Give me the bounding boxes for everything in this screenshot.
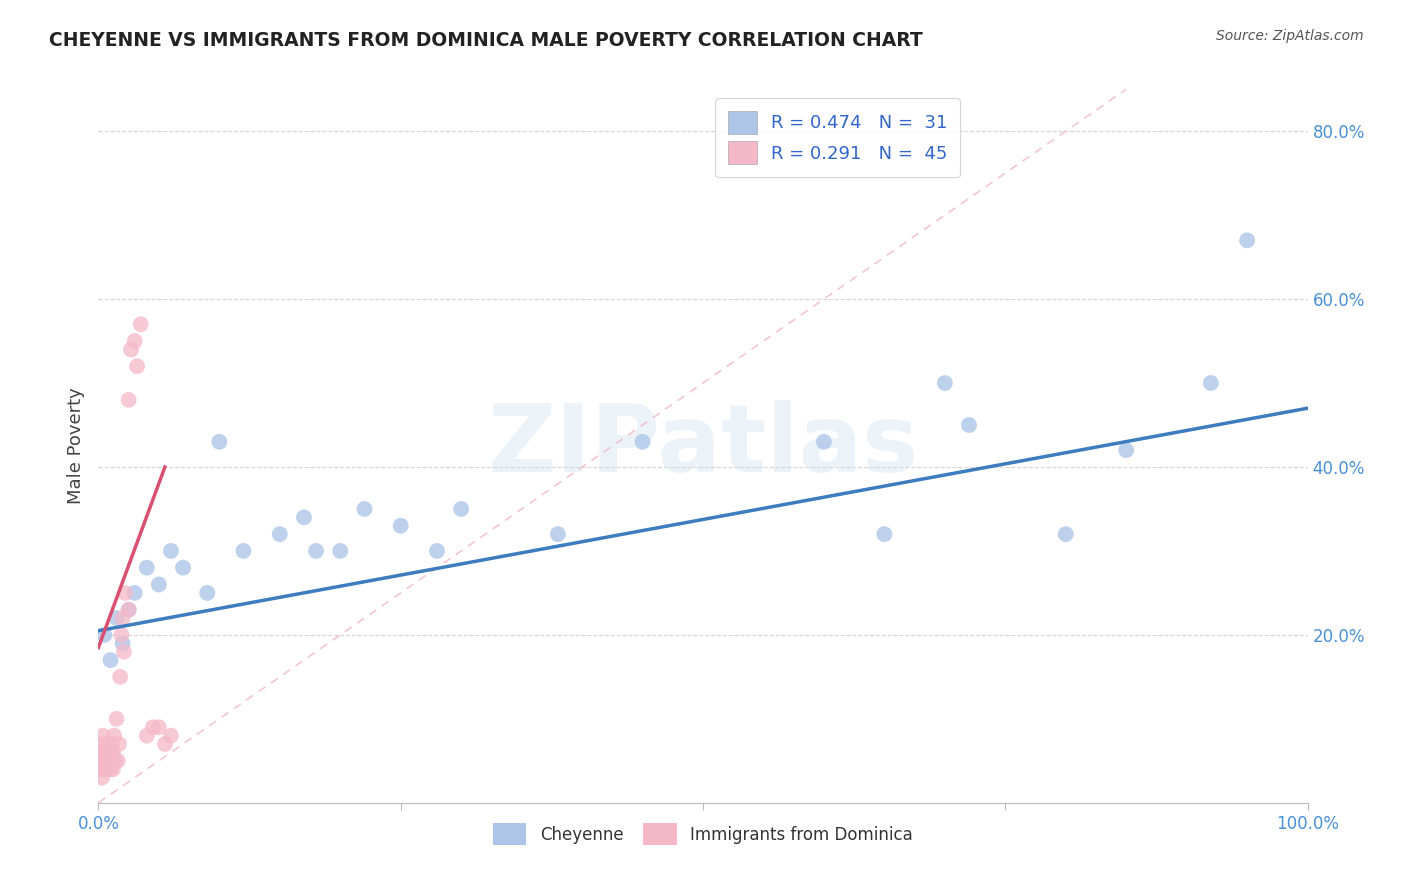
Point xyxy=(100,737,122,751)
Point xyxy=(101,762,124,776)
Point xyxy=(1199,376,1222,390)
Point xyxy=(98,746,121,760)
Point xyxy=(100,762,122,776)
Text: Source: ZipAtlas.com: Source: ZipAtlas.com xyxy=(1216,29,1364,43)
Point xyxy=(96,754,118,768)
Point xyxy=(148,577,170,591)
Y-axis label: Male Poverty: Male Poverty xyxy=(66,388,84,504)
Point xyxy=(112,645,135,659)
Point xyxy=(957,417,980,432)
Point xyxy=(93,746,115,760)
Point xyxy=(813,434,835,449)
Point xyxy=(353,502,375,516)
Point xyxy=(148,720,170,734)
Point xyxy=(91,754,114,768)
Point xyxy=(103,729,125,743)
Point xyxy=(389,518,412,533)
Text: CHEYENNE VS IMMIGRANTS FROM DOMINICA MALE POVERTY CORRELATION CHART: CHEYENNE VS IMMIGRANTS FROM DOMINICA MAL… xyxy=(49,31,922,50)
Point xyxy=(100,653,122,667)
Point xyxy=(118,392,141,407)
Point xyxy=(90,754,112,768)
Point xyxy=(105,611,128,625)
Point xyxy=(100,754,122,768)
Point xyxy=(1115,443,1137,458)
Point xyxy=(93,762,115,776)
Point xyxy=(105,712,128,726)
Point xyxy=(124,334,146,348)
Text: ZIPatlas: ZIPatlas xyxy=(488,400,918,492)
Point xyxy=(1236,233,1258,247)
Point xyxy=(124,586,146,600)
Point xyxy=(97,737,120,751)
Point xyxy=(104,754,127,768)
Point xyxy=(873,527,896,541)
Point xyxy=(111,611,134,625)
Point xyxy=(94,762,117,776)
Point xyxy=(108,737,131,751)
Point xyxy=(142,720,165,734)
Point xyxy=(426,544,449,558)
Point xyxy=(450,502,472,516)
Point xyxy=(135,560,157,574)
Point xyxy=(96,746,118,760)
Point xyxy=(91,746,114,760)
Point xyxy=(292,510,315,524)
Point xyxy=(89,737,111,751)
Point xyxy=(90,746,112,760)
Point xyxy=(108,670,131,684)
Point xyxy=(129,318,152,332)
Point xyxy=(547,527,569,541)
Point xyxy=(160,544,183,558)
Point xyxy=(305,544,328,558)
Point xyxy=(135,729,157,743)
Point xyxy=(91,729,114,743)
Point xyxy=(120,343,142,357)
Point xyxy=(118,603,141,617)
Point xyxy=(98,754,121,768)
Point xyxy=(269,527,291,541)
Point xyxy=(1054,527,1077,541)
Point xyxy=(127,359,149,374)
Point xyxy=(208,434,231,449)
Point xyxy=(110,628,132,642)
Point xyxy=(195,586,218,600)
Point xyxy=(153,737,176,751)
Point xyxy=(160,729,183,743)
Point xyxy=(100,746,122,760)
Point xyxy=(232,544,254,558)
Point xyxy=(101,746,124,760)
Point xyxy=(94,754,117,768)
Point xyxy=(114,586,136,600)
Point xyxy=(97,762,120,776)
Point xyxy=(107,754,129,768)
Point xyxy=(89,762,111,776)
Point xyxy=(329,544,352,558)
Point xyxy=(172,560,194,574)
Point xyxy=(631,434,654,449)
Legend: Cheyenne, Immigrants from Dominica: Cheyenne, Immigrants from Dominica xyxy=(486,817,920,852)
Point xyxy=(111,636,134,650)
Point xyxy=(91,771,114,785)
Point xyxy=(934,376,956,390)
Point xyxy=(93,628,115,642)
Point xyxy=(118,603,141,617)
